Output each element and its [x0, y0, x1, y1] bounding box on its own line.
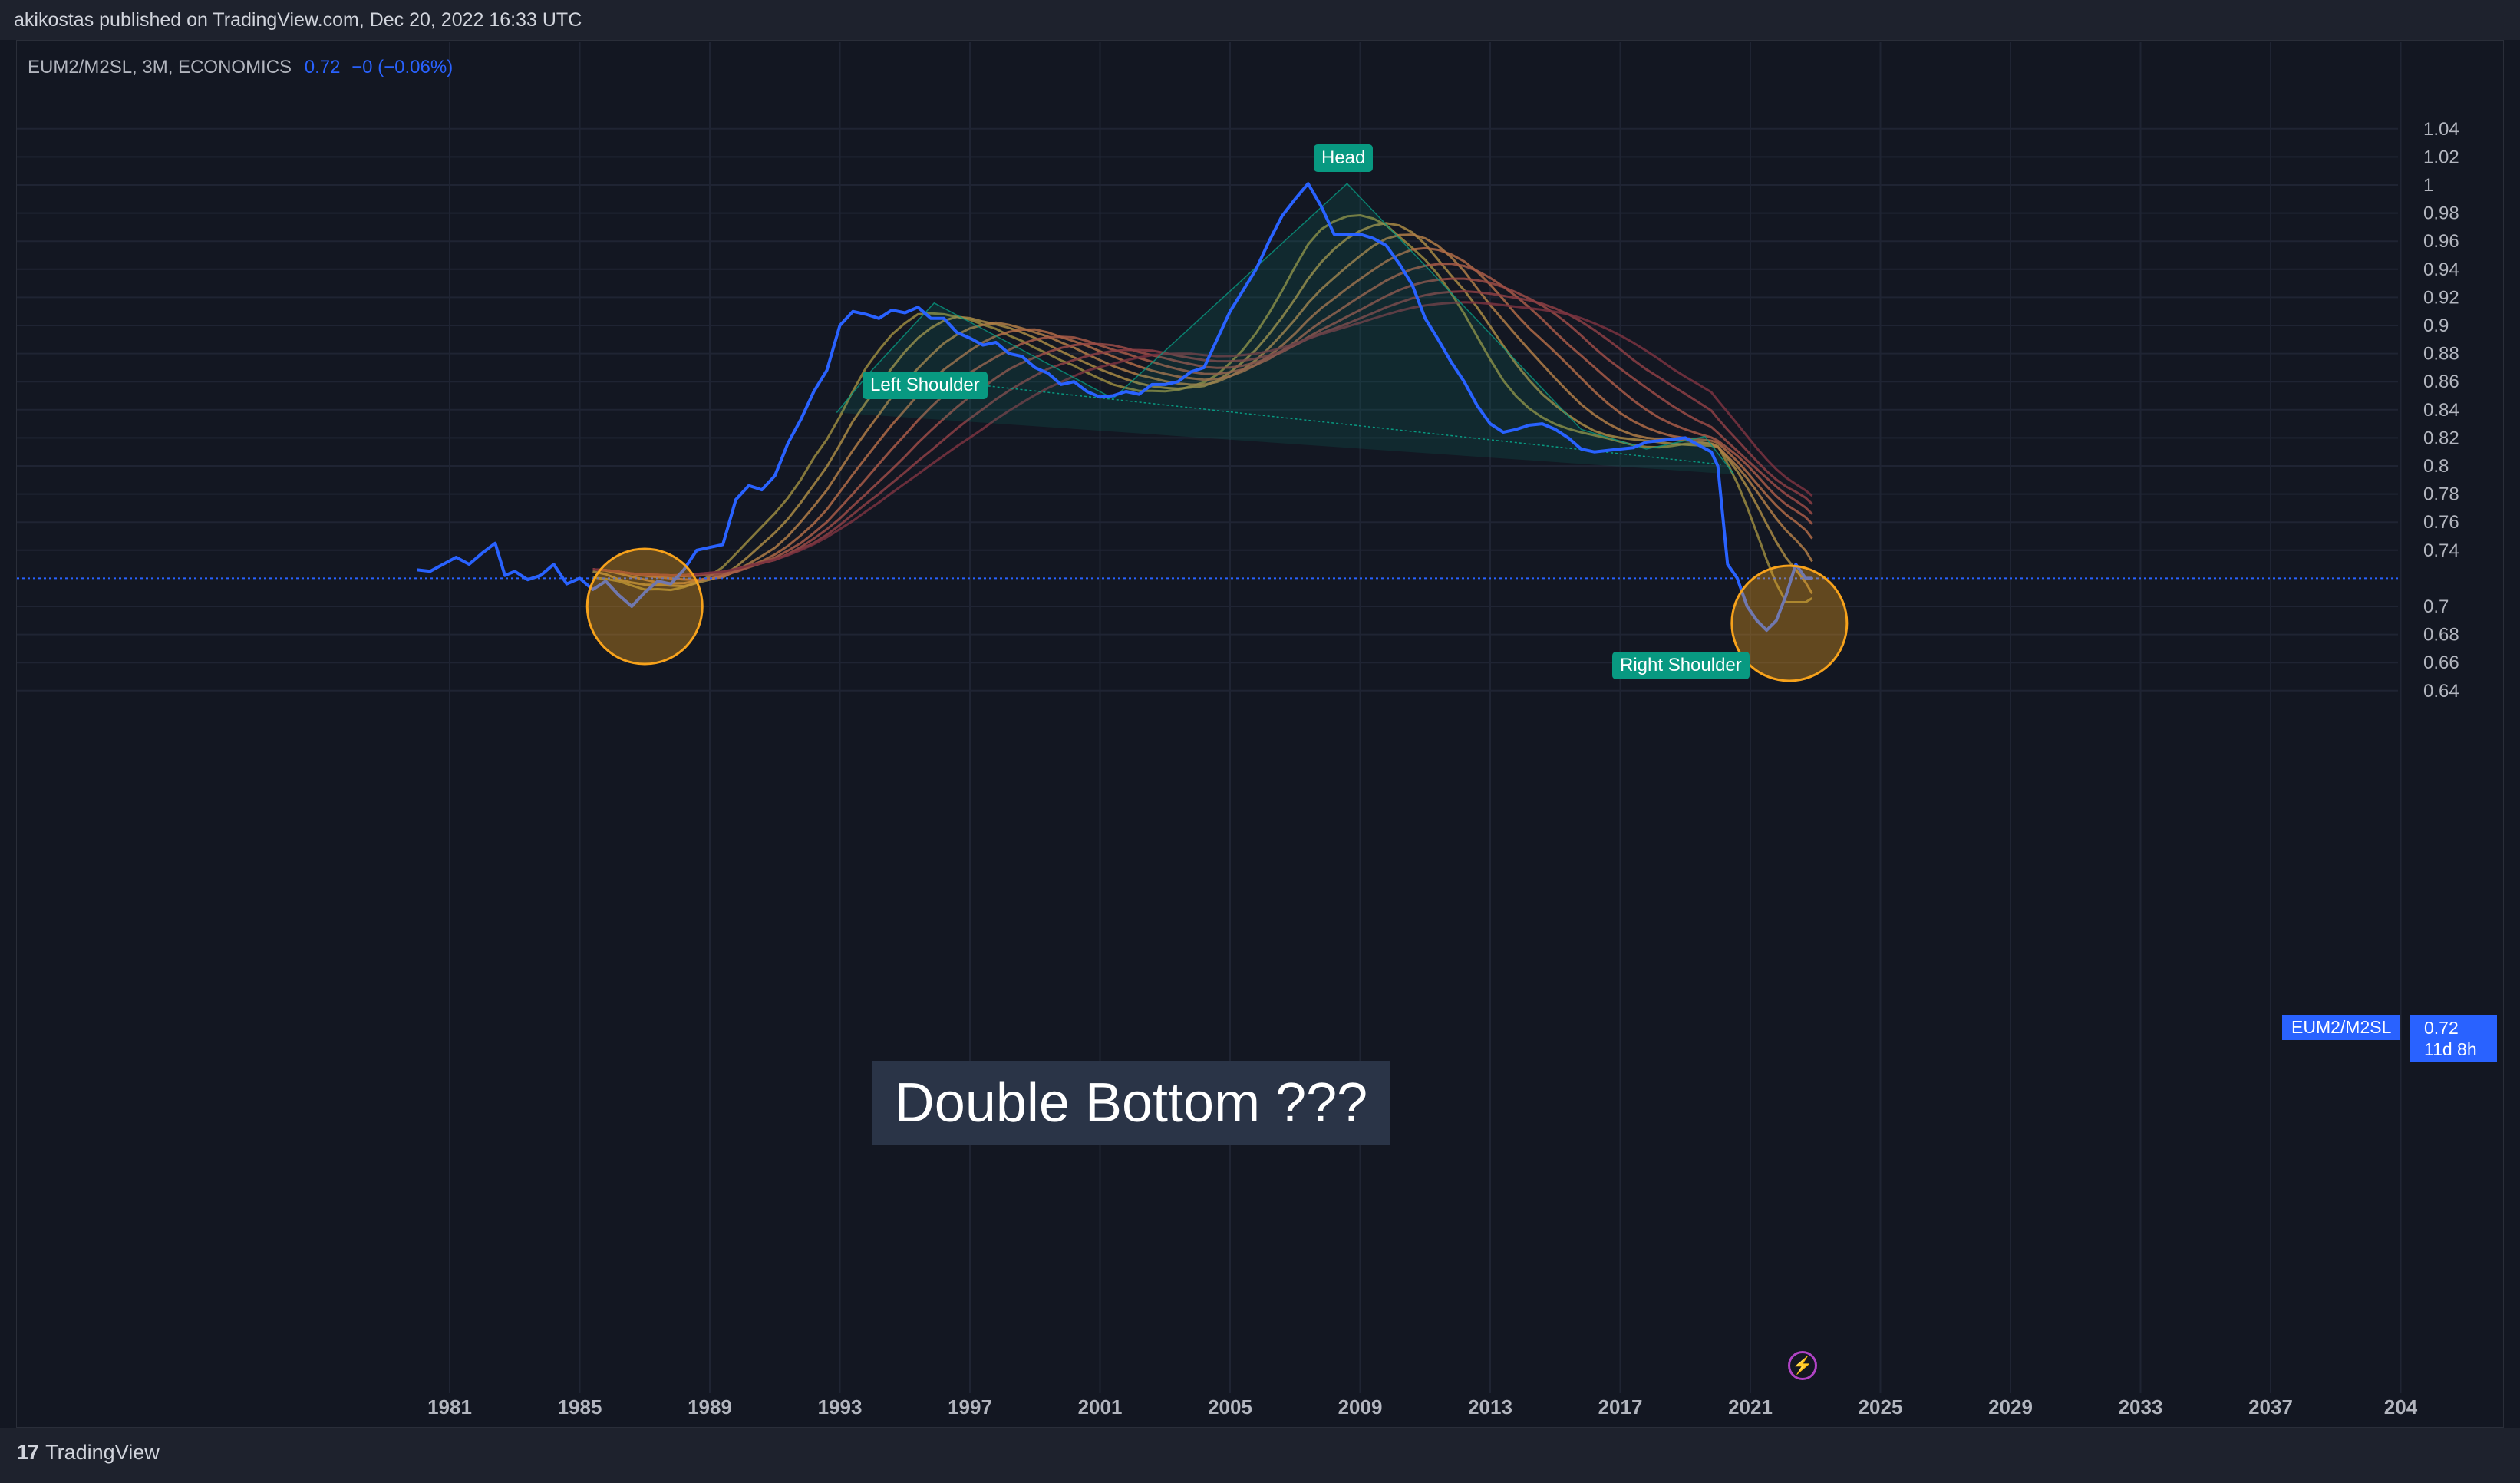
price-axis: 1.04 1.02 1 0.98 0.96 0.94 0.92 0.9 0.88 0.86 0.84… — [2423, 119, 2459, 702]
ma-line — [592, 277, 1813, 577]
x-tick-label: 2037 — [2248, 1395, 2293, 1419]
y-tick-label: 0.84 — [2423, 400, 2459, 421]
y-tick-label: 0.76 — [2423, 512, 2459, 533]
bottom-circles — [585, 547, 1849, 682]
brand-name: TradingView — [45, 1440, 160, 1464]
ma-line — [592, 213, 1813, 603]
x-tick-label: 2021 — [1728, 1395, 1773, 1419]
x-tick-label: 2001 — [1078, 1395, 1123, 1419]
y-tick-label: 0.94 — [2423, 259, 2459, 280]
price-symbol-tag: EUM2/M2SL — [2282, 1015, 2401, 1040]
y-tick-label: 0.82 — [2423, 428, 2459, 448]
time-axis: 1981 1985 1989 1993 1997 2001 2005 2009 2013 2017… — [427, 1395, 2418, 1419]
y-tick-label: 0.96 — [2423, 231, 2459, 252]
label-left-shoulder[interactable]: Left Shoulder — [863, 372, 988, 399]
y-tick-label: 0.88 — [2423, 344, 2459, 365]
published-info: akikostas published on TradingView.com, … — [14, 9, 582, 31]
bottom-circle — [585, 547, 704, 666]
ma-line — [592, 263, 1813, 578]
y-tick-label: 0.64 — [2423, 681, 2459, 702]
y-tick-label: 0.74 — [2423, 540, 2459, 561]
x-tick-label: 1985 — [558, 1395, 602, 1419]
y-tick-label: 1 — [2423, 175, 2433, 196]
neckline — [869, 372, 1721, 465]
y-tick-label: 0.68 — [2423, 625, 2459, 646]
y-tick-label: 0.8 — [2423, 456, 2449, 477]
x-tick-label: 1997 — [948, 1395, 992, 1419]
y-tick-label: 0.92 — [2423, 287, 2459, 308]
y-tick-label: 0.9 — [2423, 315, 2449, 336]
lightning-icon[interactable]: ⚡ — [1788, 1351, 1817, 1380]
chart-pane[interactable] — [16, 40, 2504, 1428]
tradingview-mark-icon: 17 — [17, 1440, 39, 1464]
legend-change: −0 (−0.06%) — [351, 57, 454, 78]
footer-bar — [0, 1428, 2520, 1483]
x-tick-label: 2033 — [2119, 1395, 2163, 1419]
y-tick-label: 0.78 — [2423, 484, 2459, 505]
bottom-circle — [1730, 564, 1849, 682]
x-tick-label: 2029 — [1988, 1395, 2033, 1419]
y-tick-label: 1.02 — [2423, 147, 2459, 167]
tradingview-logo[interactable]: 17 TradingView — [17, 1440, 160, 1465]
x-tick-label: 1981 — [427, 1395, 472, 1419]
bar-countdown: 11d 8h — [2424, 1039, 2477, 1059]
series-legend[interactable]: EUM2/M2SL, 3M, ECONOMICS 0.72 −0 (−0.06%… — [28, 57, 453, 78]
legend-value: 0.72 — [304, 57, 341, 78]
ma-line — [592, 301, 1813, 577]
pattern-fill — [836, 183, 1734, 474]
price-last-value-tag: 0.72 11d 8h — [2410, 1015, 2497, 1062]
x-tick-label: 204 — [2384, 1395, 2418, 1419]
x-tick-label: 2005 — [1208, 1395, 1252, 1419]
ma-ribbon — [592, 213, 1813, 603]
ma-line — [592, 233, 1813, 585]
y-tick-label: 0.66 — [2423, 652, 2459, 673]
x-tick-label: 1989 — [688, 1395, 732, 1419]
x-tick-label: 2009 — [1338, 1395, 1383, 1419]
last-value: 0.72 — [2424, 1018, 2459, 1038]
top-bar — [0, 0, 2520, 40]
legend-symbol: EUM2/M2SL, 3M, ECONOMICS — [28, 57, 292, 78]
x-tick-label: 2025 — [1859, 1395, 1903, 1419]
ma-line — [592, 246, 1813, 582]
label-right-shoulder[interactable]: Right Shoulder — [1612, 652, 1750, 679]
double-bottom-text[interactable]: Double Bottom ??? — [872, 1061, 1390, 1145]
y-tick-label: 0.98 — [2423, 203, 2459, 224]
y-tick-label: 0.7 — [2423, 596, 2449, 617]
head-shoulders-pattern — [836, 183, 1735, 475]
label-head[interactable]: Head — [1314, 144, 1374, 172]
series-line-eum2-m2sl — [417, 182, 1812, 633]
y-tick-label: 1.04 — [2423, 119, 2459, 140]
x-tick-label: 1993 — [818, 1395, 863, 1419]
x-tick-label: 2013 — [1468, 1395, 1512, 1419]
y-tick-label: 0.86 — [2423, 372, 2459, 392]
pattern-outline — [836, 183, 1735, 475]
x-tick-label: 2017 — [1598, 1395, 1643, 1419]
grid — [17, 42, 2402, 1393]
